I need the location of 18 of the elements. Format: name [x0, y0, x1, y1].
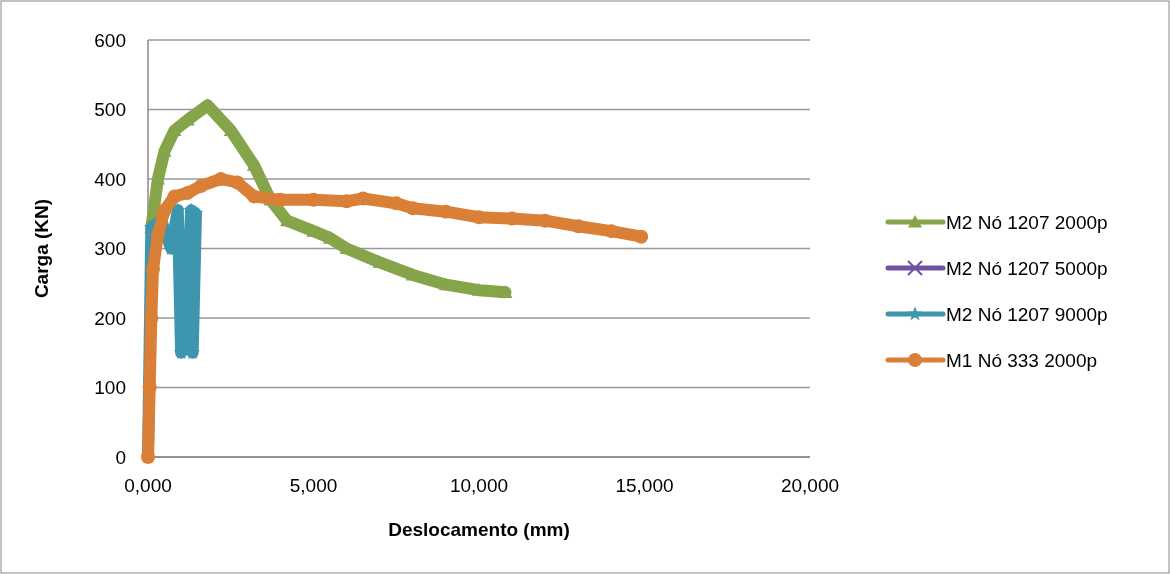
x-tick-label: 10,000: [449, 475, 509, 496]
legend-label: M2 Nó 1207 9000p: [946, 303, 1108, 325]
x-tick-label: 15,000: [615, 475, 674, 496]
y-tick-label: 500: [94, 99, 126, 121]
y-axis-title: Carga (KN): [31, 198, 52, 299]
x-tick-label: 20,000: [780, 475, 840, 496]
legend-label: M1 Nó 333 2000p: [946, 349, 1098, 371]
legend-label: M2 Nó 1207 2000p: [946, 211, 1108, 233]
y-tick-label: 100: [94, 377, 126, 399]
y-tick-label: 300: [94, 238, 126, 260]
y-tick-label: 0: [115, 446, 126, 468]
x-tick-label: 5,000: [289, 475, 338, 496]
legend-label: M2 Nó 1207 5000p: [946, 257, 1108, 279]
x-tick-label: 0,000: [124, 475, 172, 496]
y-tick-label: 600: [94, 29, 126, 51]
x-axis-title: Deslocamento (mm): [388, 519, 570, 540]
y-tick-label: 400: [94, 168, 126, 190]
y-tick-label: 200: [94, 307, 126, 329]
